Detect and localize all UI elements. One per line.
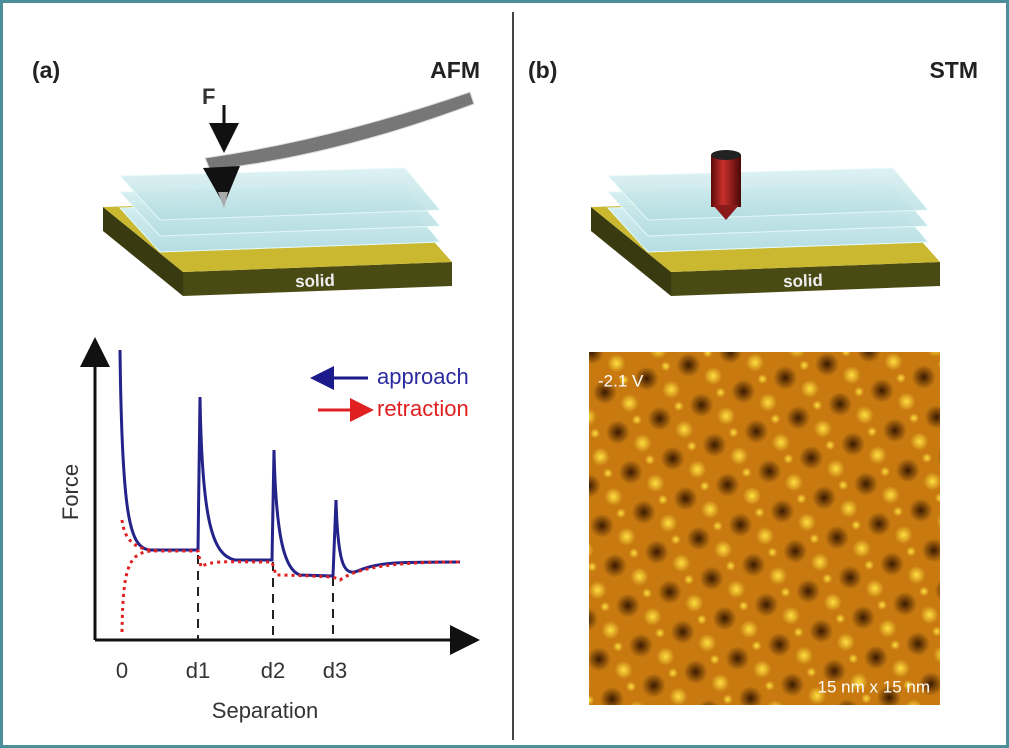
substrate-label: solid <box>783 271 823 291</box>
substrate <box>103 168 452 296</box>
panel-label: (b) <box>528 57 557 83</box>
y-axis-label: Force <box>58 464 83 520</box>
retraction-curve <box>122 520 160 551</box>
x-mark-label: d1 <box>186 658 210 683</box>
legend-label: retraction <box>377 396 469 421</box>
stm-image <box>589 352 940 705</box>
x-mark-label: d3 <box>323 658 347 683</box>
panel-label: (a) <box>32 57 60 83</box>
substrate-label: solid <box>295 271 335 291</box>
figure: (a) AFM solid F approach retraction Forc… <box>0 0 1009 748</box>
image-scale: 15 nm x 15 nm <box>818 677 930 696</box>
retraction-curve <box>122 551 460 632</box>
image-bias: -2.1 V <box>598 371 644 390</box>
legend-label: approach <box>377 364 469 389</box>
guide-lines <box>198 555 333 640</box>
x-axis-label: Separation <box>212 698 318 723</box>
x-mark-label: 0 <box>116 658 128 683</box>
force-label: F <box>202 84 215 109</box>
panel-title: STM <box>929 57 978 83</box>
panel-title: AFM <box>430 57 480 83</box>
x-mark-label: d2 <box>261 658 285 683</box>
substrate <box>591 168 940 296</box>
